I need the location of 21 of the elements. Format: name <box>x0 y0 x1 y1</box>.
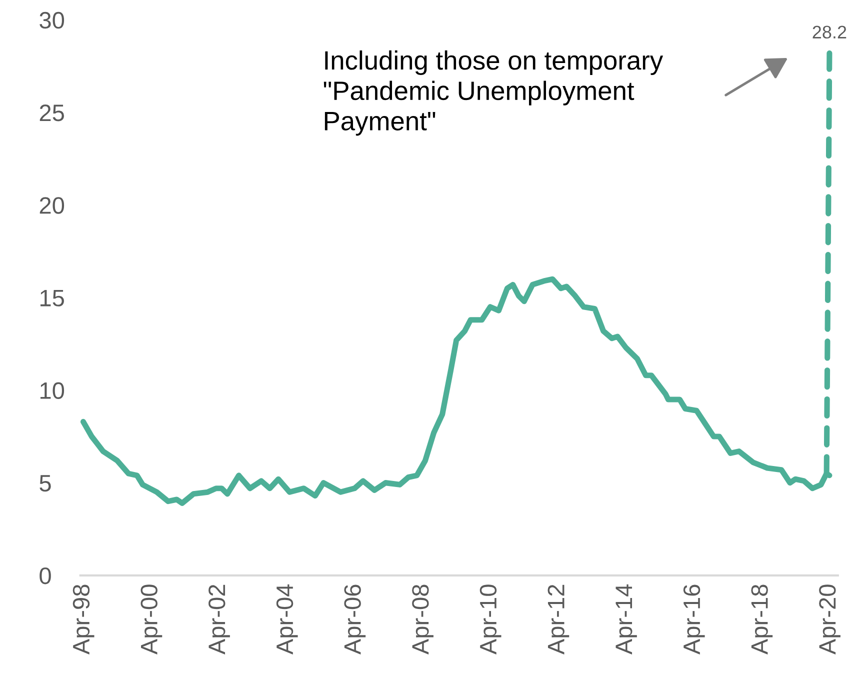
annotation: Including those on temporary "Pandemic Unemployment Payment" <box>324 50 664 136</box>
y-tick-label: 10 <box>40 382 64 400</box>
y-tick-label: 15 <box>40 290 64 306</box>
data-label: 28.2 <box>812 26 846 39</box>
y-tick-label: 0 <box>40 567 51 584</box>
x-tick-label: Apr-02 <box>208 584 230 655</box>
x-tick-label: Apr-06 <box>344 584 366 655</box>
x-tick-label: Apr-14 <box>616 584 637 655</box>
y-tick-label: 30 <box>40 12 64 29</box>
y-tick-label: 5 <box>40 475 51 492</box>
x-tick-label: Apr-10 <box>480 584 502 655</box>
x-tick-label: Apr-18 <box>751 584 773 655</box>
x-tick-label: Apr-16 <box>683 584 705 655</box>
x-tick-label: Apr-98 <box>72 584 94 655</box>
x-tick-label: Apr-20 <box>819 584 840 655</box>
x-tick-label: Apr-08 <box>412 584 434 655</box>
x-tick-label: Apr-00 <box>140 584 162 655</box>
y-tick-label: 20 <box>40 197 64 214</box>
y-tick-label: 25 <box>40 104 64 122</box>
x-tick-label: Apr-04 <box>276 584 298 655</box>
x-tick-label: Apr-12 <box>548 584 570 655</box>
